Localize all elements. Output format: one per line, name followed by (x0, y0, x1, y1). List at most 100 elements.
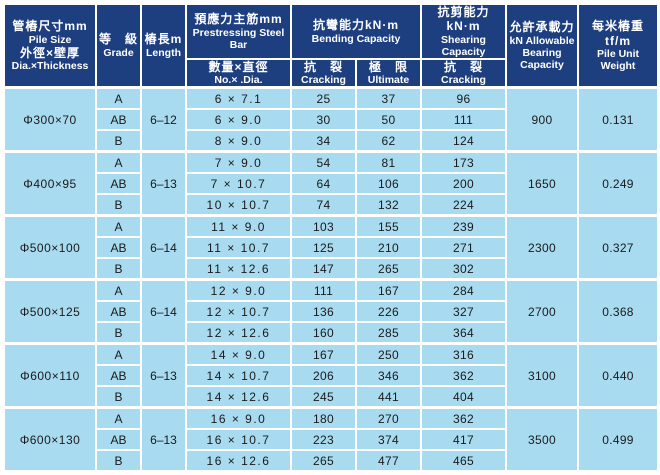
steel-bar-cell: 7 × 9.0 (185, 150, 292, 175)
bending-cracking-cell: 147 (290, 257, 357, 281)
unit-weight-cell: 0.499 (577, 406, 659, 473)
header-pile-size-zh1: 管樁尺寸mm (12, 19, 88, 34)
bending-cracking-cell: 30 (290, 108, 357, 132)
header-unit-weight-zh: 每米樁重 tf/m (591, 19, 644, 48)
table-row: AB 7 × 10.7 64 106 200 (4, 172, 658, 196)
header-bending-ultimate: 極 限 Ultimate (355, 57, 422, 89)
bearing-capacity-cell: 2700 (505, 278, 579, 345)
bending-cracking-cell: 265 (290, 449, 357, 473)
steel-bar-cell: 8 × 9.0 (185, 129, 292, 153)
table-row: AB 11 × 10.7 125 210 271 (4, 236, 658, 260)
shearing-cracking-cell: 239 (420, 214, 507, 239)
table-row: AB 12 × 10.7 136 226 327 (4, 300, 658, 324)
bending-ultimate-cell: 132 (355, 193, 422, 217)
bearing-capacity-cell: 2300 (505, 214, 579, 281)
table-row: Φ500×125 A 6–14 12 × 9.0 111 167 284 270… (3, 278, 659, 345)
header-steel-bar-sub-zh: 數量×直徑 (208, 59, 269, 74)
grade-cell: B (95, 449, 142, 473)
bending-cracking-cell: 125 (290, 236, 357, 260)
table-row: Φ500×100 A 6–14 11 × 9.0 103 155 239 230… (3, 214, 659, 281)
grade-cell: AB (95, 108, 142, 132)
header-length-zh: 樁長m (144, 32, 183, 47)
header-bearing-zh: 允許承載力 (509, 20, 575, 35)
table-row: B 10 × 10.7 74 132 224 (4, 193, 658, 217)
header-shearing-cracking-en: Cracking (441, 74, 486, 87)
steel-bar-cell: 16 × 9.0 (185, 406, 292, 431)
bending-cracking-cell: 245 (290, 385, 357, 409)
header-shearing-cracking: 抗 裂 Cracking (420, 57, 507, 89)
bending-ultimate-cell: 346 (355, 364, 422, 388)
steel-bar-cell: 11 × 12.6 (185, 257, 292, 281)
unit-weight-cell: 0.249 (577, 150, 659, 217)
bending-ultimate-cell: 226 (355, 300, 422, 324)
shearing-cracking-cell: 200 (420, 172, 507, 196)
header-bending-capacity: 抗彎能力kN·m Bending Capacity (290, 3, 422, 60)
shearing-cracking-cell: 465 (420, 449, 507, 473)
steel-bar-cell: 14 × 12.6 (185, 385, 292, 409)
header-bearing-en1: kN Allowable (509, 34, 575, 47)
bending-cracking-cell: 167 (290, 342, 357, 367)
bending-cracking-cell: 25 (290, 86, 357, 111)
steel-bar-cell: 12 × 9.0 (185, 278, 292, 303)
grade-cell: A (95, 342, 142, 367)
steel-bar-cell: 12 × 12.6 (185, 321, 292, 345)
table-row: B 11 × 12.6 147 265 302 (4, 257, 658, 281)
header-pile-size-en1: Pile Size (28, 33, 72, 46)
shearing-cracking-cell: 362 (420, 406, 507, 431)
unit-weight-cell: 0.131 (577, 86, 659, 153)
shearing-cracking-cell: 111 (420, 108, 507, 132)
header-steel-bar: 預應力主筋mm Prestressing Steel Bar (185, 3, 292, 60)
shearing-cracking-cell: 404 (420, 385, 507, 409)
steel-bar-cell: 11 × 10.7 (185, 236, 292, 260)
header-bending-en: Bending Capacity (311, 32, 401, 45)
bending-ultimate-cell: 106 (355, 172, 422, 196)
steel-bar-cell: 16 × 10.7 (185, 428, 292, 452)
shearing-cracking-cell: 327 (420, 300, 507, 324)
shearing-cracking-cell: 364 (420, 321, 507, 345)
header-bearing-capacity: 允許承載力 kN Allowable Bearing Capacity (505, 3, 579, 89)
table-row: B 8 × 9.0 34 62 124 (4, 129, 658, 153)
shearing-cracking-cell: 271 (420, 236, 507, 260)
table-row: Φ400×95 A 6–13 7 × 9.0 54 81 173 1650 0.… (3, 150, 659, 217)
bending-cracking-cell: 54 (290, 150, 357, 175)
grade-cell: AB (95, 172, 142, 196)
shearing-cracking-cell: 124 (420, 129, 507, 153)
length-cell: 6–13 (140, 406, 187, 473)
header-steel-bar-sub-en: No.× .Dia. (214, 74, 263, 87)
header-bending-cracking-zh: 抗 裂 (303, 59, 343, 74)
grade-cell: B (95, 193, 142, 217)
header-shearing-en: Shearing Capacity (441, 33, 486, 58)
grade-cell: B (95, 385, 142, 409)
pile-group-500x125: Φ500×125 A 6–14 12 × 9.0 111 167 284 270… (3, 278, 659, 345)
steel-bar-cell: 14 × 9.0 (185, 342, 292, 367)
header-bending-cracking-en: Cracking (301, 74, 346, 87)
table-row: Φ600×130 A 6–13 16 × 9.0 180 270 362 350… (3, 406, 659, 473)
pile-size-cell: Φ300×70 (3, 86, 97, 153)
grade-cell: A (95, 150, 142, 175)
steel-bar-cell: 11 × 9.0 (185, 214, 292, 239)
bending-ultimate-cell: 265 (355, 257, 422, 281)
shearing-cracking-cell: 284 (420, 278, 507, 303)
unit-weight-cell: 0.440 (577, 342, 659, 409)
pile-size-cell: Φ500×100 (3, 214, 97, 281)
table-header: 管樁尺寸mm Pile Size 外徑×壁厚 Dia.×Thickness 等 … (3, 3, 659, 89)
header-bearing-en3: Capacity (520, 58, 564, 71)
steel-bar-cell: 6 × 9.0 (185, 108, 292, 132)
bending-ultimate-cell: 37 (355, 86, 422, 111)
grade-cell: A (95, 214, 142, 239)
length-cell: 6–13 (140, 150, 187, 217)
grade-cell: AB (95, 300, 142, 324)
header-grade-zh: 等 級 (98, 32, 138, 47)
steel-bar-cell: 14 × 10.7 (185, 364, 292, 388)
steel-bar-cell: 7 × 10.7 (185, 172, 292, 196)
bending-ultimate-cell: 62 (355, 129, 422, 153)
header-shearing-zh: 抗剪能力kN·m (437, 5, 490, 34)
shearing-cracking-cell: 362 (420, 364, 507, 388)
header-bending-ultimate-en: Ultimate (367, 74, 410, 87)
bending-cracking-cell: 111 (290, 278, 357, 303)
grade-cell: A (95, 86, 142, 111)
length-cell: 6–14 (140, 278, 187, 345)
bearing-capacity-cell: 3500 (505, 406, 579, 473)
bending-cracking-cell: 34 (290, 129, 357, 153)
